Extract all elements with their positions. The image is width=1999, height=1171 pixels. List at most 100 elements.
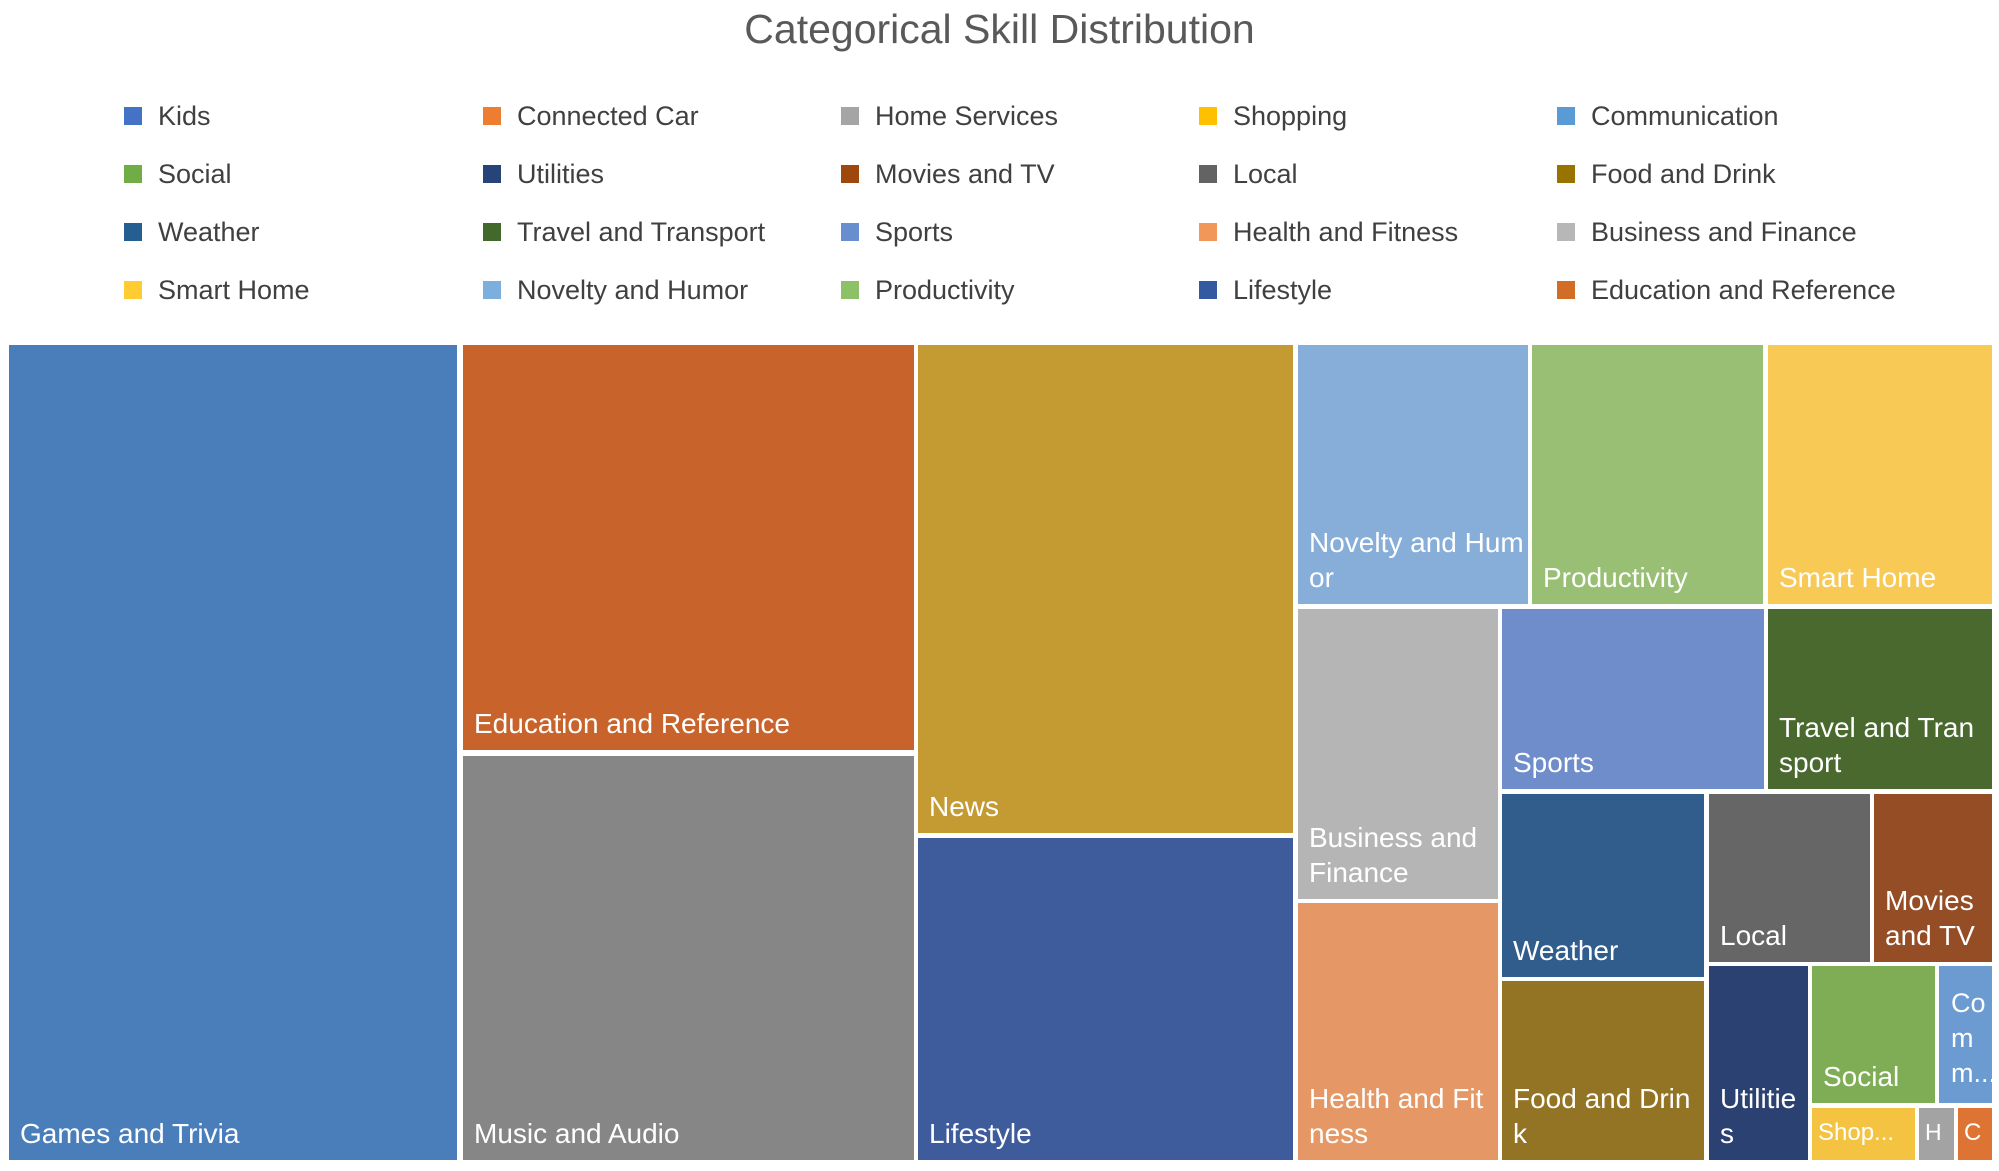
tile-label: C — [1964, 1119, 1982, 1146]
tile-food-and-drink: Food and Drink — [1502, 981, 1704, 1160]
legend-item-local: Local — [1199, 154, 1298, 194]
legend-item-weather: Weather — [124, 212, 260, 252]
legend-label: Sports — [875, 216, 954, 247]
legend-item-communication: Communication — [1557, 96, 1779, 136]
tile-lifestyle: Lifestyle — [918, 838, 1293, 1160]
tile-education-and-reference: Education and Reference — [463, 345, 914, 750]
legend-item-novelty-and-humor: Novelty and Humor — [483, 270, 748, 310]
legend-swatch — [124, 223, 142, 241]
tile-utilities: Utilities — [1709, 966, 1808, 1160]
tile-label: Education and Reference — [474, 708, 790, 739]
tile-connected-car: C — [1958, 1108, 1992, 1160]
legend-swatch — [1557, 165, 1575, 183]
tile-business-and-finance: Business and Finance — [1298, 609, 1498, 899]
legend-label: Local — [1233, 158, 1298, 189]
legend-label: Health and Fitness — [1233, 216, 1459, 247]
legend-swatch — [1199, 223, 1217, 241]
tile-label: Health and Fitness — [1309, 1083, 1484, 1149]
legend-label: Communication — [1591, 100, 1779, 131]
legend-label: Home Services — [875, 100, 1059, 131]
tile-travel-and-transport: Travel and Transport — [1768, 609, 1992, 789]
tile-home-services: H — [1919, 1108, 1954, 1160]
tile-label: Music and Audio — [474, 1118, 680, 1149]
chart-title: Categorical Skill Distribution — [744, 6, 1255, 52]
legend-item-utilities: Utilities — [483, 154, 604, 194]
legend-item-shopping: Shopping — [1199, 96, 1347, 136]
tile-label: Local — [1720, 920, 1787, 951]
legend-swatch — [124, 281, 142, 299]
legend-label: Business and Finance — [1591, 216, 1857, 247]
legend-swatch — [124, 107, 142, 125]
legend-label: Connected Car — [517, 100, 699, 131]
tile-productivity: Productivity — [1532, 345, 1763, 604]
legend-swatch — [841, 281, 859, 299]
legend-label: Weather — [158, 216, 260, 247]
legend-swatch — [124, 165, 142, 183]
tile-health-and-fitness: Health and Fitness — [1298, 903, 1498, 1160]
legend-label: Travel and Transport — [517, 216, 766, 247]
legend-label: Movies and TV — [875, 158, 1055, 189]
legend-label: Food and Drink — [1591, 158, 1776, 189]
tile-novelty-and-humor: Novelty and Humor — [1298, 345, 1528, 604]
legend-item-productivity: Productivity — [841, 270, 1015, 310]
legend-swatch — [1557, 107, 1575, 125]
tile-shopping: Shop... — [1812, 1108, 1915, 1160]
legend-item-food-and-drink: Food and Drink — [1557, 154, 1776, 194]
legend-item-smart-home: Smart Home — [124, 270, 310, 310]
tile-label: Business and Finance — [1309, 822, 1478, 888]
legend-label: Education and Reference — [1591, 274, 1896, 305]
legend-swatch — [1199, 107, 1217, 125]
tile-games-and-trivia: Games and Trivia — [9, 345, 457, 1160]
tile-label: Utilities — [1720, 1083, 1797, 1149]
legend-swatch — [841, 107, 859, 125]
tile-smart-home: Smart Home — [1768, 345, 1992, 604]
tile-label: Weather — [1513, 935, 1619, 966]
tile-label: Games and Trivia — [20, 1118, 240, 1149]
legend-item-connected-car: Connected Car — [483, 96, 699, 136]
legend-item-business-and-finance: Business and Finance — [1557, 212, 1857, 252]
tile-label: Smart Home — [1779, 562, 1937, 593]
tile-social: Social — [1812, 966, 1935, 1103]
legend-swatch — [1199, 165, 1217, 183]
tile-sports: Sports — [1502, 609, 1764, 789]
legend-label: Lifestyle — [1233, 274, 1333, 305]
legend-swatch — [1557, 281, 1575, 299]
tile-label: Sports — [1513, 747, 1594, 778]
legend-item-education-and-reference: Education and Reference — [1557, 270, 1896, 310]
tile-label: Social — [1823, 1061, 1900, 1092]
legend-item-sports: Sports — [841, 212, 953, 252]
tile-label: Shop... — [1818, 1119, 1895, 1146]
legend-swatch — [1557, 223, 1575, 241]
legend-swatch — [841, 165, 859, 183]
legend-swatch — [483, 281, 501, 299]
legend-label: Productivity — [875, 274, 1015, 305]
legend-label: Smart Home — [158, 274, 310, 305]
legend-item-movies-and-tv: Movies and TV — [841, 154, 1055, 194]
legend-item-kids: Kids — [124, 96, 211, 136]
legend-item-home-services: Home Services — [841, 96, 1058, 136]
legend-swatch — [841, 223, 859, 241]
legend-swatch — [483, 223, 501, 241]
tile-news: News — [918, 345, 1293, 833]
tile-weather: Weather — [1502, 794, 1704, 977]
legend-item-travel-and-transport: Travel and Transport — [483, 212, 765, 252]
tile-label: Food and Drink — [1513, 1083, 1691, 1149]
tile-local: Local — [1709, 794, 1870, 962]
tile-label: Movies and TV — [1885, 885, 1975, 951]
legend-item-health-and-fitness: Health and Fitness — [1199, 212, 1458, 252]
tile-label: Comm... — [1951, 988, 1992, 1088]
tile-communication: Comm... — [1939, 966, 1992, 1103]
legend-label: Shopping — [1233, 100, 1348, 131]
tile-label: Productivity — [1543, 562, 1688, 593]
tile-label: News — [929, 791, 1000, 822]
legend-item-social: Social — [124, 154, 232, 194]
legend-swatch — [483, 165, 501, 183]
legend-label: Social — [158, 158, 232, 189]
tile-movies-and-tv: Movies and TV — [1874, 794, 1992, 962]
legend-item-lifestyle: Lifestyle — [1199, 270, 1332, 310]
legend-swatch — [483, 107, 501, 125]
tile-label: H — [1925, 1119, 1942, 1145]
tile-label: Novelty and Humor — [1309, 527, 1524, 593]
legend-label: Utilities — [517, 158, 605, 189]
legend-swatch — [1199, 281, 1217, 299]
